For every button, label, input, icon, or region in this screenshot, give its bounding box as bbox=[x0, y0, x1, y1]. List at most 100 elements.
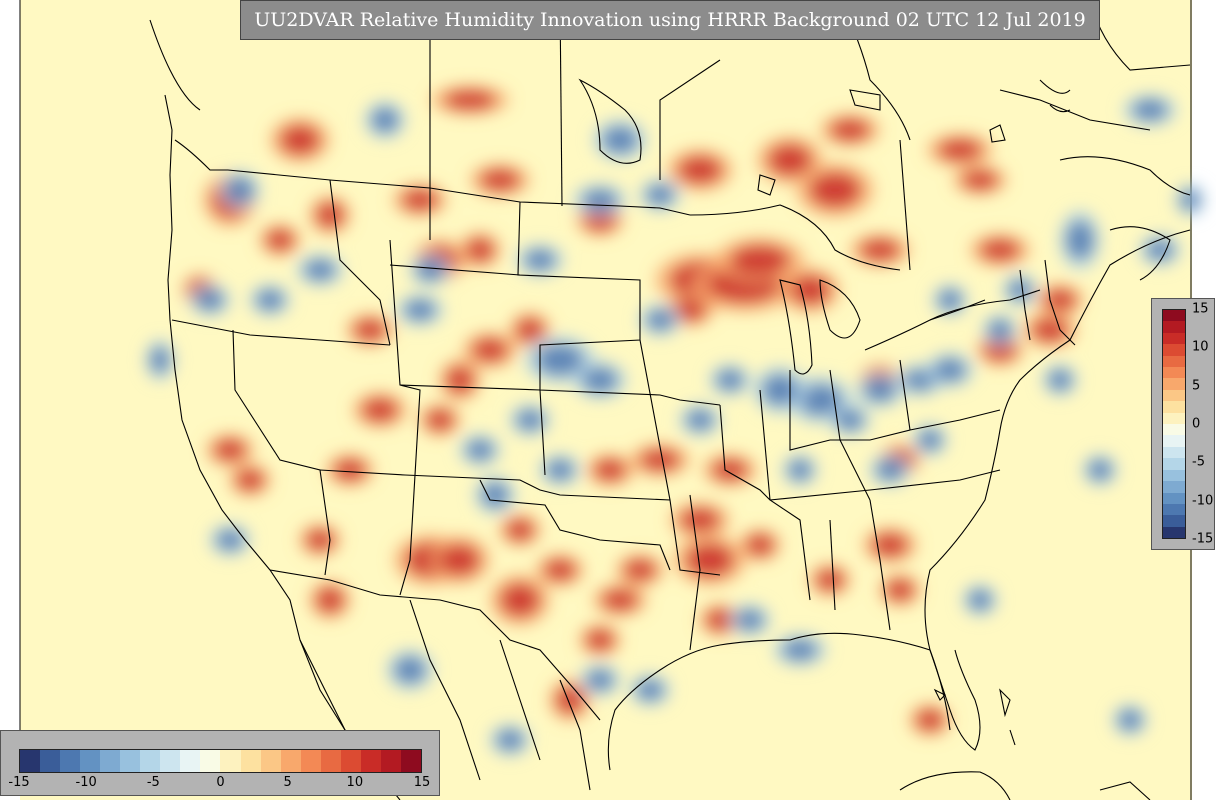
colorbar-tick-label: 5 bbox=[1192, 378, 1201, 394]
innovation-blob-core bbox=[440, 544, 480, 576]
innovation-blob-core bbox=[446, 366, 474, 394]
innovation-blob-core bbox=[809, 172, 861, 208]
innovation-blob-core bbox=[686, 409, 714, 431]
innovation-blob-core bbox=[496, 729, 524, 751]
colorbar-tick-label: 10 bbox=[1192, 339, 1209, 355]
innovation-blob-core bbox=[602, 126, 638, 154]
innovation-field bbox=[145, 85, 1205, 757]
innovation-blob-core bbox=[640, 449, 680, 471]
innovation-blob-core bbox=[481, 482, 509, 508]
innovation-blob-core bbox=[872, 533, 908, 557]
innovation-blob-core bbox=[256, 289, 284, 311]
colorbar-segment bbox=[1163, 435, 1185, 447]
innovation-blob-core bbox=[236, 469, 264, 491]
innovation-blob-core bbox=[316, 587, 344, 613]
innovation-blob-core bbox=[334, 459, 366, 481]
innovation-blob-core bbox=[500, 583, 540, 617]
innovation-blob-core bbox=[416, 259, 444, 281]
colorbar-tick-label: -15 bbox=[8, 775, 30, 790]
innovation-blob-core bbox=[472, 338, 508, 362]
colorbar-segment bbox=[60, 750, 81, 772]
colorbar-segment bbox=[360, 750, 381, 772]
colorbar-segment bbox=[400, 750, 421, 772]
innovation-blob-core bbox=[680, 508, 720, 532]
innovation-blob-core bbox=[636, 679, 664, 701]
innovation-blob-core bbox=[864, 378, 896, 402]
colorbar-segment bbox=[140, 750, 161, 772]
horizontal-colorbar-bar bbox=[19, 749, 422, 773]
colorbar-tick-label: 10 bbox=[346, 775, 364, 790]
innovation-blob-core bbox=[394, 656, 426, 684]
colorbar-segment bbox=[1163, 310, 1185, 322]
colorbar-segment bbox=[80, 750, 101, 772]
innovation-blob-core bbox=[516, 409, 544, 431]
innovation-blob-core bbox=[830, 119, 870, 141]
innovation-blob-core bbox=[646, 184, 674, 206]
innovation-blob-core bbox=[918, 429, 942, 451]
colorbar-segment bbox=[260, 750, 281, 772]
innovation-blob-core bbox=[602, 589, 638, 611]
colorbar-segment bbox=[380, 750, 401, 772]
innovation-blob-core bbox=[216, 529, 244, 551]
horizontal-colorbar: -15 -10 -5 0 5 10 15 bbox=[0, 730, 440, 796]
colorbar-segment bbox=[40, 750, 61, 772]
colorbar-segment bbox=[1163, 389, 1185, 402]
colorbar-segment bbox=[1163, 503, 1185, 516]
innovation-blob-core bbox=[916, 709, 944, 731]
colorbar-segment bbox=[1163, 378, 1185, 390]
innovation-blob-core bbox=[402, 189, 438, 211]
colorbar-segment bbox=[300, 750, 321, 772]
innovation-blob-core bbox=[678, 156, 722, 184]
innovation-blob-core bbox=[988, 319, 1012, 341]
innovation-blob-core bbox=[1180, 189, 1200, 211]
colorbar-segment bbox=[1163, 469, 1185, 482]
colorbar-tick-label: 15 bbox=[1192, 301, 1209, 317]
innovation-blob-core bbox=[860, 239, 900, 261]
innovation-blob-core bbox=[1032, 318, 1068, 342]
innovation-blob-core bbox=[968, 589, 992, 611]
innovation-blob-core bbox=[706, 609, 734, 631]
colorbar-segment bbox=[1163, 344, 1185, 356]
innovation-blob-core bbox=[934, 358, 966, 382]
innovation-blob-core bbox=[746, 534, 774, 556]
innovation-blob-core bbox=[586, 669, 614, 691]
colorbar-segment bbox=[1163, 446, 1185, 459]
innovation-blob-core bbox=[371, 107, 399, 133]
innovation-blob-core bbox=[768, 144, 812, 176]
innovation-blob-core bbox=[836, 409, 864, 431]
innovation-blob-core bbox=[196, 289, 224, 311]
innovation-blob-core bbox=[646, 309, 674, 331]
colorbar-tick-label: 0 bbox=[216, 775, 225, 790]
colorbar-tick-label: -15 bbox=[1192, 531, 1214, 547]
map-boundaries bbox=[149, 0, 1191, 800]
innovation-blob-core bbox=[782, 639, 818, 661]
innovation-blob-core bbox=[624, 559, 656, 581]
colorbar-segment bbox=[160, 750, 181, 772]
innovation-blob-core bbox=[516, 318, 544, 342]
innovation-blob-core bbox=[280, 125, 320, 155]
innovation-blob-core bbox=[594, 459, 626, 481]
colorbar-segment bbox=[320, 750, 341, 772]
innovation-blob-core bbox=[266, 229, 294, 251]
innovation-blob-core bbox=[214, 439, 246, 461]
innovation-blob-core bbox=[762, 374, 798, 406]
colorbar-segment bbox=[1163, 481, 1185, 493]
innovation-blob-core bbox=[790, 275, 830, 305]
innovation-blob-core bbox=[788, 459, 812, 481]
innovation-blob-core bbox=[736, 609, 764, 631]
colorbar-segment bbox=[1163, 332, 1185, 345]
innovation-blob-core bbox=[1146, 239, 1174, 261]
colorbar-segment bbox=[1163, 458, 1185, 470]
vertical-colorbar: 15 10 5 0 -5 -10 -15 bbox=[1151, 298, 1215, 550]
innovation-blob-core bbox=[556, 686, 584, 714]
colorbar-tick-label: -10 bbox=[1192, 493, 1214, 509]
colorbar-segment bbox=[1163, 355, 1185, 368]
colorbar-segment bbox=[1163, 401, 1185, 413]
innovation-blob-core bbox=[506, 519, 534, 541]
innovation-blob-core bbox=[524, 249, 556, 271]
colorbar-segment bbox=[20, 750, 41, 772]
innovation-blob-core bbox=[1008, 279, 1032, 301]
innovation-blob-core bbox=[466, 238, 494, 262]
innovation-blob-core bbox=[1132, 99, 1168, 121]
